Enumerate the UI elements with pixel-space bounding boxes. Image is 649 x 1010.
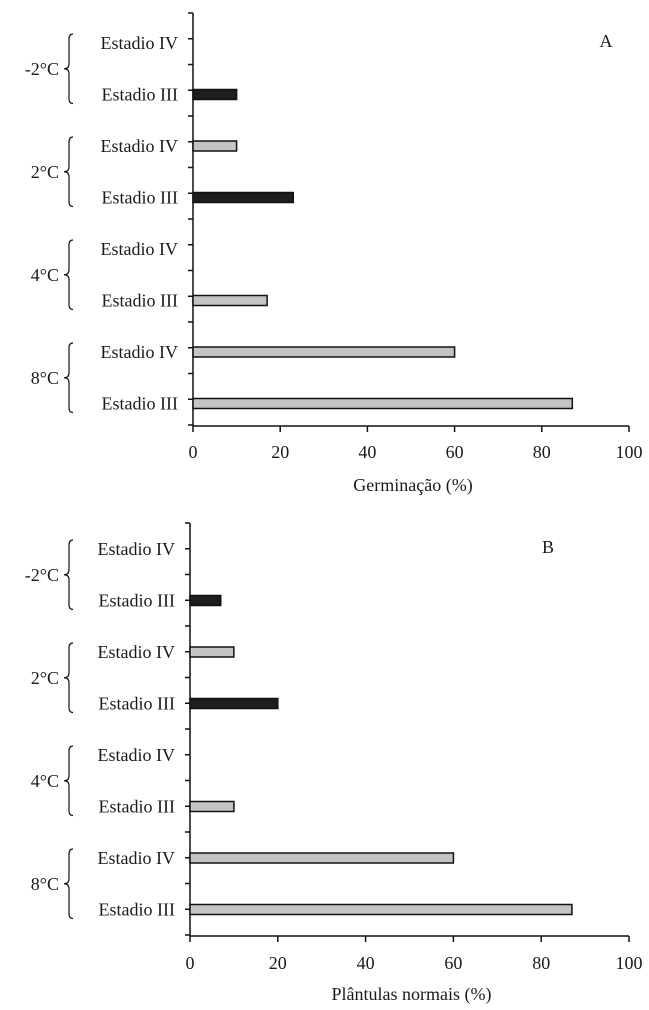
category-label: Estadio III	[102, 188, 178, 208]
bar	[189, 594, 222, 607]
bar	[189, 646, 235, 658]
x-tick-label: 80	[533, 442, 551, 462]
bar	[189, 852, 455, 864]
group-brace	[63, 33, 74, 105]
category-label: Estadio III	[102, 85, 178, 105]
category-label: Estadio IV	[101, 33, 178, 53]
panel-b: B 0 20 40 60 80 100 Plântulas normais (%) Estadi…	[25, 522, 643, 1005]
temperature-label: -2°C	[25, 565, 59, 585]
category-label: Estadio IV	[101, 342, 178, 362]
x-tick-label: 100	[616, 442, 643, 462]
x-axis-title: Germinação (%)	[353, 475, 472, 496]
temperature-label: 2°C	[31, 162, 59, 182]
x-axis-title: Plântulas normais (%)	[332, 984, 492, 1005]
group-brace	[63, 848, 74, 920]
category-label: Estadio IV	[101, 136, 178, 156]
group-brace	[63, 642, 74, 714]
group-brace	[63, 136, 74, 208]
group-brace	[63, 539, 74, 611]
x-tick-label: 40	[357, 953, 375, 973]
temperature-label: 4°C	[31, 265, 59, 285]
panel-a: A 0 20 40 60 80 100 Germinação (%) Estadio IV Est…	[25, 12, 643, 496]
x-tick-label: 20	[271, 442, 289, 462]
category-label: Estadio IV	[98, 642, 175, 662]
x-tick-label: 40	[358, 442, 376, 462]
category-label: Estadio IV	[98, 848, 175, 868]
temperature-label: 4°C	[31, 771, 59, 791]
x-tick-label: 80	[532, 953, 550, 973]
category-label: Estadio IV	[98, 539, 175, 559]
x-tick-label: 20	[269, 953, 287, 973]
group-brace	[63, 239, 74, 311]
bar	[192, 140, 238, 152]
category-label: Estadio III	[99, 797, 175, 817]
category-label: Estadio IV	[101, 239, 178, 259]
category-label: Estadio III	[102, 394, 178, 414]
bar	[192, 397, 574, 410]
temperature-label: 2°C	[31, 668, 59, 688]
x-tick-label: 0	[186, 953, 195, 973]
x-tick-label: 100	[616, 953, 643, 973]
category-label: Estadio IV	[98, 745, 175, 765]
bar	[189, 903, 573, 916]
bar	[192, 346, 456, 358]
category-label: Estadio III	[99, 900, 175, 920]
x-tick-label: 0	[189, 442, 198, 462]
temperature-label: 8°C	[31, 368, 59, 388]
x-tick-label: 60	[446, 442, 464, 462]
temperature-label: 8°C	[31, 874, 59, 894]
group-brace	[63, 342, 74, 414]
category-label: Estadio III	[99, 591, 175, 611]
x-tick-label: 60	[444, 953, 462, 973]
panel-letter: A	[600, 31, 613, 51]
group-brace	[63, 745, 74, 817]
category-label: Estadio III	[102, 291, 178, 311]
bar	[189, 697, 279, 710]
bar	[192, 191, 295, 204]
bar	[192, 88, 238, 101]
bar	[192, 294, 268, 307]
panel-letter: B	[542, 537, 554, 557]
bar	[189, 800, 235, 813]
category-label: Estadio III	[99, 694, 175, 714]
temperature-label: -2°C	[25, 59, 59, 79]
